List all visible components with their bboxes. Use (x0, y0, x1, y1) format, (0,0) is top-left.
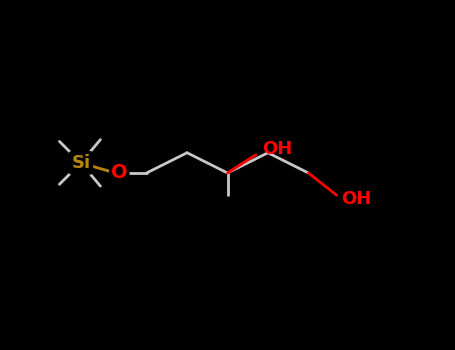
Text: Si: Si (71, 154, 91, 172)
Text: OH: OH (341, 190, 371, 208)
Text: OH: OH (262, 140, 292, 158)
Text: O: O (111, 163, 127, 182)
